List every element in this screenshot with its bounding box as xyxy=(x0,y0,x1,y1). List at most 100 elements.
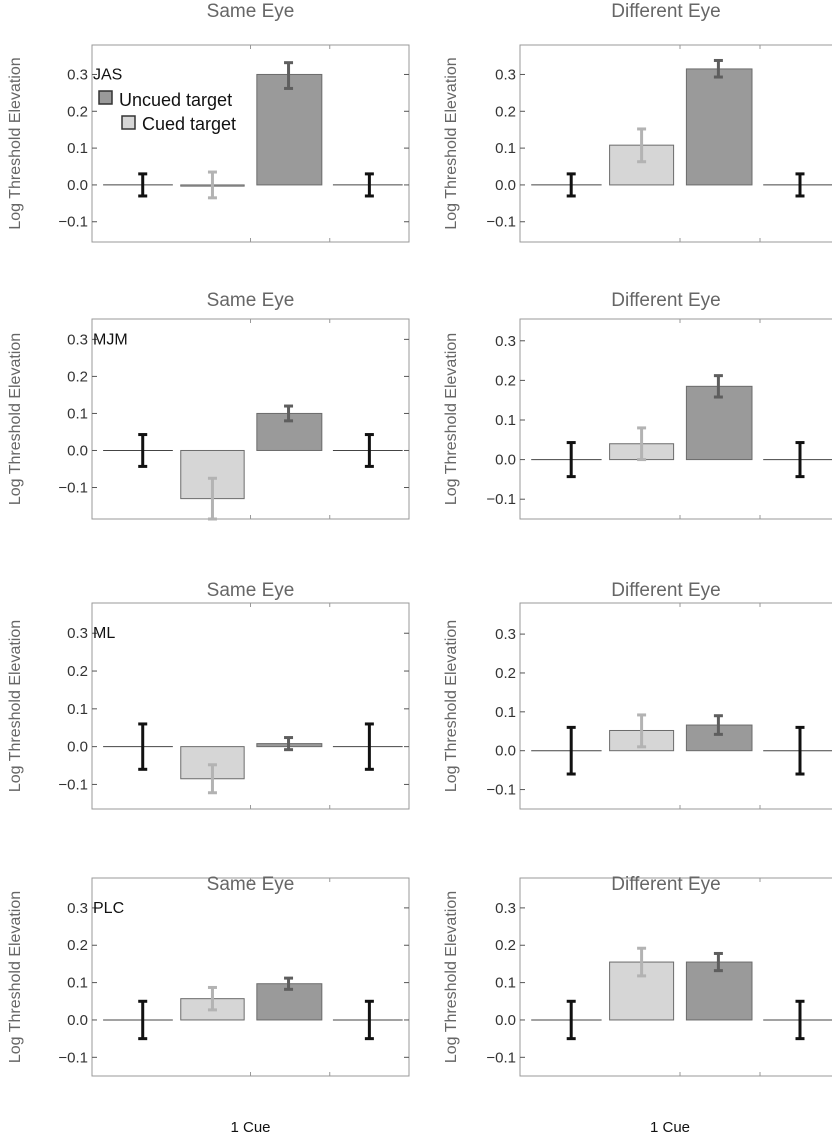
y-tick-label: −0.1 xyxy=(58,776,88,793)
panel-frame xyxy=(91,877,410,1077)
x-axis-label: 1 Cue xyxy=(230,1119,270,1136)
subject-label: JAS xyxy=(93,66,122,83)
y-tick-label: −0.1 xyxy=(486,491,516,508)
baseline-error-right xyxy=(364,999,374,1041)
panel-frame xyxy=(519,877,832,1077)
baseline-error-left xyxy=(138,433,148,468)
y-tick-label: −0.1 xyxy=(486,782,516,799)
y-axis-label: Log Threshold Elevation xyxy=(443,57,460,229)
cued-error-bar xyxy=(637,426,647,462)
y-tick-label: 0.1 xyxy=(495,140,516,157)
y-tick-label: 0.0 xyxy=(495,452,516,469)
panel-frame xyxy=(91,602,410,810)
panel-title: Different Eye xyxy=(611,290,720,311)
legend-swatch xyxy=(98,90,113,105)
panel-title: Different Eye xyxy=(611,874,720,895)
panel-1: −0.1 0.0 0.1 0.2 0.3 Same Eye Log Threshold El… xyxy=(7,1,410,243)
baseline-error-left xyxy=(138,172,148,198)
y-tick-label: 0.1 xyxy=(495,704,516,721)
y-axis-label: Log Threshold Elevation xyxy=(7,57,24,229)
y-tick-label: 0.3 xyxy=(67,900,88,917)
panel-4: −0.1 0.0 0.1 0.2 0.3 Different Eye Log Thresho… xyxy=(443,290,832,520)
y-tick-label: 0.0 xyxy=(495,743,516,760)
panel-frame xyxy=(91,44,410,243)
panel-3: −0.1 0.0 0.1 0.2 0.3 Same Eye Log Threshold El… xyxy=(7,290,410,521)
y-tick-label: 0.2 xyxy=(67,103,88,120)
y-tick-label: 0.2 xyxy=(495,937,516,954)
y-tick-label: 0.3 xyxy=(495,66,516,83)
cued-error-bar xyxy=(207,985,217,1012)
y-tick-label: 0.1 xyxy=(67,405,88,422)
panel-2: −0.1 0.0 0.1 0.2 0.3 Different Eye Log Thresho… xyxy=(443,1,832,243)
y-tick-label: 0.0 xyxy=(495,1012,516,1029)
uncued-error-bar xyxy=(284,404,294,423)
cued-error-bar xyxy=(207,476,217,521)
legend-label: Uncued target xyxy=(119,90,232,110)
uncued-error-bar xyxy=(284,736,294,752)
uncued-error-bar xyxy=(713,714,723,736)
y-tick-label: 0.1 xyxy=(67,701,88,718)
cued-error-bar xyxy=(207,763,217,795)
y-axis-label: Log Threshold Elevation xyxy=(7,620,24,792)
legend-label: Cued target xyxy=(142,114,236,134)
x-axis-label: 1 Cue xyxy=(650,1119,690,1136)
uncued-bar xyxy=(256,73,323,186)
baseline-error-right xyxy=(364,172,374,198)
baseline-error-right xyxy=(795,172,805,198)
cued-error-bar xyxy=(637,713,647,749)
y-tick-label: 0.2 xyxy=(495,665,516,682)
y-tick-label: −0.1 xyxy=(486,1049,516,1066)
y-tick-label: 0.2 xyxy=(67,663,88,680)
uncued-error-bar xyxy=(713,374,723,399)
y-tick-label: 0.1 xyxy=(495,412,516,429)
y-tick-label: 0.2 xyxy=(67,937,88,954)
panel-frame xyxy=(91,318,410,520)
panel-title: Same Eye xyxy=(207,580,295,601)
subject-label: PLC xyxy=(93,900,124,917)
y-tick-label: −0.1 xyxy=(486,214,516,231)
panel-7: −0.1 0.0 0.1 0.2 0.3 Same Eye Log Threshold El… xyxy=(7,874,410,1136)
panel-8: −0.1 0.0 0.1 0.2 0.3 Different Eye Log Thresho… xyxy=(443,874,832,1136)
panel-title: Same Eye xyxy=(207,874,295,895)
uncued-bar xyxy=(685,68,753,186)
y-tick-label: −0.1 xyxy=(58,480,88,497)
y-tick-label: −0.1 xyxy=(58,214,88,231)
uncued-error-bar xyxy=(713,58,723,79)
y-tick-label: 0.0 xyxy=(67,442,88,459)
y-tick-label: 0.3 xyxy=(67,625,88,642)
panel-title: Different Eye xyxy=(611,580,720,601)
y-axis-label: Log Threshold Elevation xyxy=(7,891,24,1063)
y-tick-label: 0.0 xyxy=(495,177,516,194)
panel-frame xyxy=(519,602,832,810)
y-tick-label: 0.3 xyxy=(67,66,88,83)
baseline-error-right xyxy=(795,441,805,479)
baseline-error-left xyxy=(138,722,148,771)
y-axis-label: Log Threshold Elevation xyxy=(443,333,460,505)
panel-6: −0.1 0.0 0.1 0.2 0.3 Different Eye Log Thresho… xyxy=(443,580,832,810)
uncued-error-bar xyxy=(284,61,294,90)
baseline-error-right xyxy=(795,999,805,1041)
panel-5: −0.1 0.0 0.1 0.2 0.3 Same Eye Log Threshold El… xyxy=(7,580,410,810)
y-tick-label: 0.0 xyxy=(67,739,88,756)
subject-label: ML xyxy=(93,625,115,642)
baseline-error-left xyxy=(138,999,148,1041)
y-axis-label: Log Threshold Elevation xyxy=(443,620,460,792)
y-tick-label: 0.2 xyxy=(495,372,516,389)
y-tick-label: 0.1 xyxy=(495,975,516,992)
baseline-error-left xyxy=(566,999,576,1041)
baseline-error-left xyxy=(566,725,576,776)
cued-error-bar xyxy=(637,127,647,164)
y-tick-label: 0.1 xyxy=(67,975,88,992)
y-tick-label: 0.3 xyxy=(495,900,516,917)
y-tick-label: 0.2 xyxy=(495,103,516,120)
baseline-error-left xyxy=(566,172,576,198)
legend: Uncued target Cued target xyxy=(98,90,236,134)
panel-frame xyxy=(519,44,832,243)
panel-frame xyxy=(519,318,832,520)
y-tick-label: 0.1 xyxy=(67,140,88,157)
y-tick-label: 0.3 xyxy=(495,626,516,643)
legend-swatch xyxy=(121,115,136,130)
cued-error-bar xyxy=(207,170,217,200)
